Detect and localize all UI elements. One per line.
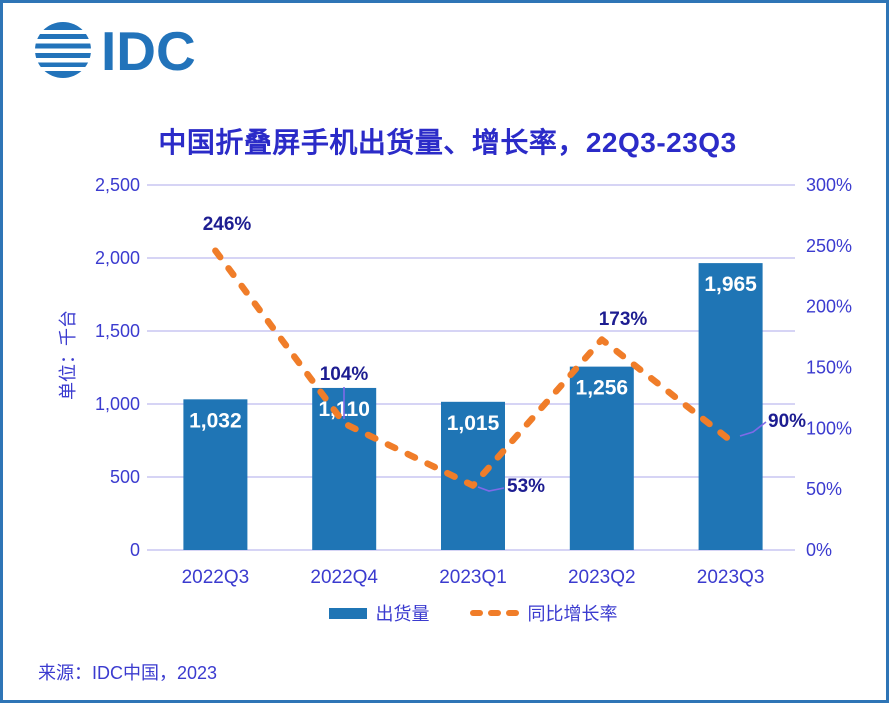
left-axis-tick-label: 0 — [130, 540, 140, 560]
growth-value-label: 53% — [507, 476, 545, 497]
dashed-line-swatch-icon — [469, 610, 519, 616]
left-axis-tick-label: 2,000 — [95, 248, 140, 268]
right-axis-tick-label: 200% — [806, 297, 852, 317]
right-axis-tick-label: 150% — [806, 358, 852, 378]
x-axis-category-label: 2023Q2 — [568, 567, 636, 588]
bar-value-label: 1,015 — [447, 412, 500, 435]
bar-series-swatch-icon — [328, 607, 367, 619]
bar-value-label: 1,965 — [704, 273, 757, 296]
x-axis-category-label: 2022Q4 — [310, 567, 378, 588]
idc-globe-icon — [31, 22, 95, 78]
left-axis-tick-label: 1,000 — [95, 394, 140, 414]
growth-value-label: 246% — [203, 214, 252, 235]
chart-canvas: 0 500 1,000 1,500 2,000 2,500 0% 50% 100% 150% 200… — [95, 175, 852, 588]
left-axis-tick-label: 500 — [110, 467, 140, 487]
bar-2023Q2 — [569, 366, 634, 550]
idc-logo: IDC — [31, 20, 196, 82]
right-axis-tick-label: 50% — [806, 479, 842, 499]
x-axis-category-label: 2022Q3 — [182, 567, 250, 588]
chart-title: 中国折叠屏手机出货量、增长率，22Q3-23Q3 — [158, 127, 737, 158]
idc-logo-text: IDC — [101, 20, 196, 82]
bar-2022Q3 — [183, 399, 248, 550]
right-axis-tick-label: 100% — [806, 418, 852, 438]
right-axis-tick-label: 250% — [806, 236, 852, 256]
source-note: 来源：IDC中国，2023 — [38, 663, 218, 683]
left-axis-tick-label: 2,500 — [95, 175, 140, 195]
bar-2023Q3 — [698, 263, 763, 550]
bar-value-label: 1,032 — [189, 409, 242, 432]
growth-value-label: 173% — [599, 309, 648, 330]
growth-rate-line — [212, 247, 734, 489]
growth-value-label: 104% — [320, 364, 369, 385]
label-leader-line — [477, 486, 505, 492]
growth-value-label: 90% — [768, 411, 806, 432]
right-axis-tick-label: 300% — [806, 175, 852, 195]
x-axis-category-label: 2023Q1 — [439, 567, 507, 588]
legend-label-shipments: 出货量 — [375, 604, 430, 624]
left-axis-tick-label: 1,500 — [95, 321, 140, 341]
x-axis-category-label: 2023Q3 — [697, 567, 765, 588]
legend-label-growth: 同比增长率 — [527, 604, 618, 624]
label-leader-line — [739, 421, 767, 437]
legend-item-growth: 同比增长率 — [469, 600, 618, 626]
right-axis-tick-label: 0% — [806, 540, 832, 560]
chart-legend: 出货量 同比增长率 — [151, 600, 795, 626]
bar-value-label: 1,256 — [576, 377, 629, 400]
legend-item-shipments: 出货量 — [328, 600, 430, 626]
